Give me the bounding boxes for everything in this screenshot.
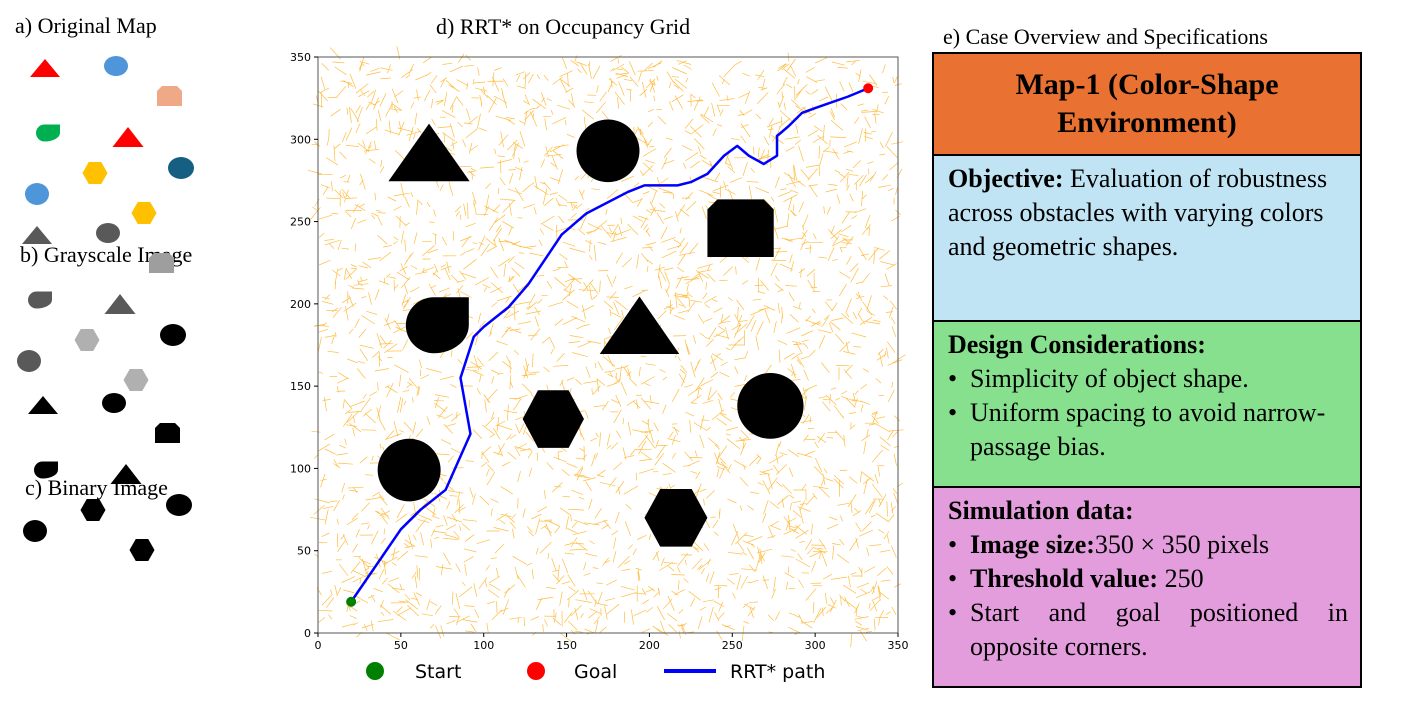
hexagon-shape [82, 162, 108, 184]
obstacle-teardrop [405, 297, 469, 354]
y-tick-label: 300 [290, 133, 311, 146]
legend-goal-marker [527, 662, 545, 680]
sim-item-label: Threshold value: [970, 564, 1159, 593]
panel-b-shapes [17, 223, 186, 391]
spec-table: Map-1 (Color-Shape Environment) Objectiv… [932, 52, 1362, 688]
circle-shape [25, 183, 49, 205]
teardrop-shape [28, 291, 52, 309]
x-tick-label: 100 [473, 639, 494, 652]
legend-path-label: RRT* path [730, 661, 825, 683]
rounded-square-shape [155, 423, 180, 443]
x-tick-label: 200 [639, 639, 660, 652]
objective-section: Objective: Evaluation of robustness acro… [934, 156, 1360, 322]
simulation-label: Simulation data: [948, 496, 1134, 525]
circle-shape [160, 324, 186, 346]
sim-item-label: Image size: [970, 530, 1095, 559]
triangle-shape [28, 396, 58, 414]
triangle-shape [30, 59, 60, 77]
plot-title: d) RRT* on Occupancy Grid [436, 14, 691, 39]
panel-a-shapes [25, 56, 194, 224]
rrt-tree-edges [307, 46, 906, 648]
goal-marker [863, 83, 874, 94]
y-tick-label: 350 [290, 51, 311, 64]
triangle-shape [112, 127, 144, 147]
obstacle-circle [377, 438, 441, 502]
spec-heading: e) Case Overview and Specifications [943, 24, 1268, 49]
hexagon-shape [123, 369, 149, 391]
circle-shape [104, 56, 128, 76]
sim-item-value: 250 [1158, 564, 1204, 593]
sim-item-positions: Start and goal positioned in opposite co… [948, 596, 1348, 664]
circle-shape [166, 494, 192, 516]
rrt-plot: 0 50 100 150 200 250 300 350 0 50 100 150 200 250 300 3… [290, 46, 909, 683]
design-item: Uniform spacing to avoid narrow-passage … [948, 396, 1348, 464]
panel-a-label: a) Original Map [15, 13, 157, 38]
design-section: Design Considerations: Simplicity of obj… [934, 322, 1360, 488]
obstacle-triangle [599, 296, 680, 355]
panel-c-shapes [23, 393, 192, 561]
teardrop-shape [36, 124, 60, 142]
hexagon-shape [129, 539, 155, 561]
design-label: Design Considerations: [948, 330, 1206, 359]
y-tick-label: 50 [297, 545, 311, 558]
obstacle-circle [576, 119, 640, 183]
circle-shape [17, 350, 41, 372]
hexagon-shape [80, 499, 106, 521]
legend-goal-label: Goal [574, 661, 617, 683]
y-tick-label: 250 [290, 216, 311, 229]
sim-item-threshold: Threshold value: 250 [948, 562, 1348, 596]
hexagon-shape [131, 202, 157, 224]
shape-panels [17, 56, 194, 561]
obstacles [377, 119, 804, 547]
legend-start-label: Start [415, 661, 461, 683]
rounded-square-shape [149, 253, 174, 273]
panel-c-label: c) Binary Image [25, 475, 168, 500]
obstacle-circle [737, 372, 804, 439]
sim-item-image-size: Image size:350 × 350 pixels [948, 528, 1348, 562]
circle-shape [23, 520, 47, 542]
objective-text: Evaluation of robustness across obstacle… [948, 164, 1328, 261]
triangle-shape [22, 226, 52, 244]
triangle-shape [110, 464, 142, 484]
circle-shape [102, 393, 126, 413]
circle-shape [168, 157, 194, 179]
plot-frame [317, 56, 899, 634]
hexagon-shape [74, 329, 100, 351]
x-tick-label: 300 [805, 639, 826, 652]
legend: Start Goal RRT* path [366, 661, 825, 683]
spec-title: Map-1 (Color-Shape Environment) [934, 54, 1360, 156]
y-tick-label: 150 [290, 380, 311, 393]
legend-start-marker [366, 662, 384, 680]
x-tick-label: 350 [888, 639, 909, 652]
rrt-tree [307, 46, 906, 648]
obstacle-triangle [388, 123, 470, 182]
start-marker [346, 596, 357, 607]
rrt-path-line [350, 87, 869, 603]
x-tick-label: 150 [556, 639, 577, 652]
obstacle-hexagon [522, 390, 584, 448]
rounded-square-shape [157, 86, 182, 106]
y-tick-label: 100 [290, 462, 311, 475]
design-item: Simplicity of object shape. [948, 362, 1348, 396]
x-tick-label: 50 [394, 639, 408, 652]
obstacle-hexagon [644, 489, 708, 547]
objective-label: Objective: [948, 164, 1064, 193]
teardrop-shape [34, 461, 58, 479]
simulation-section: Simulation data: Image size:350 × 350 pi… [934, 488, 1360, 686]
circle-shape [96, 223, 120, 243]
triangle-shape [104, 294, 136, 314]
x-tick-label: 250 [722, 639, 743, 652]
x-tick-label: 0 [315, 639, 322, 652]
y-tick-label: 0 [304, 627, 311, 640]
y-tick-label: 200 [290, 298, 311, 311]
sim-item-value: 350 × 350 pixels [1094, 530, 1270, 559]
obstacle-rounded-square [707, 199, 774, 257]
